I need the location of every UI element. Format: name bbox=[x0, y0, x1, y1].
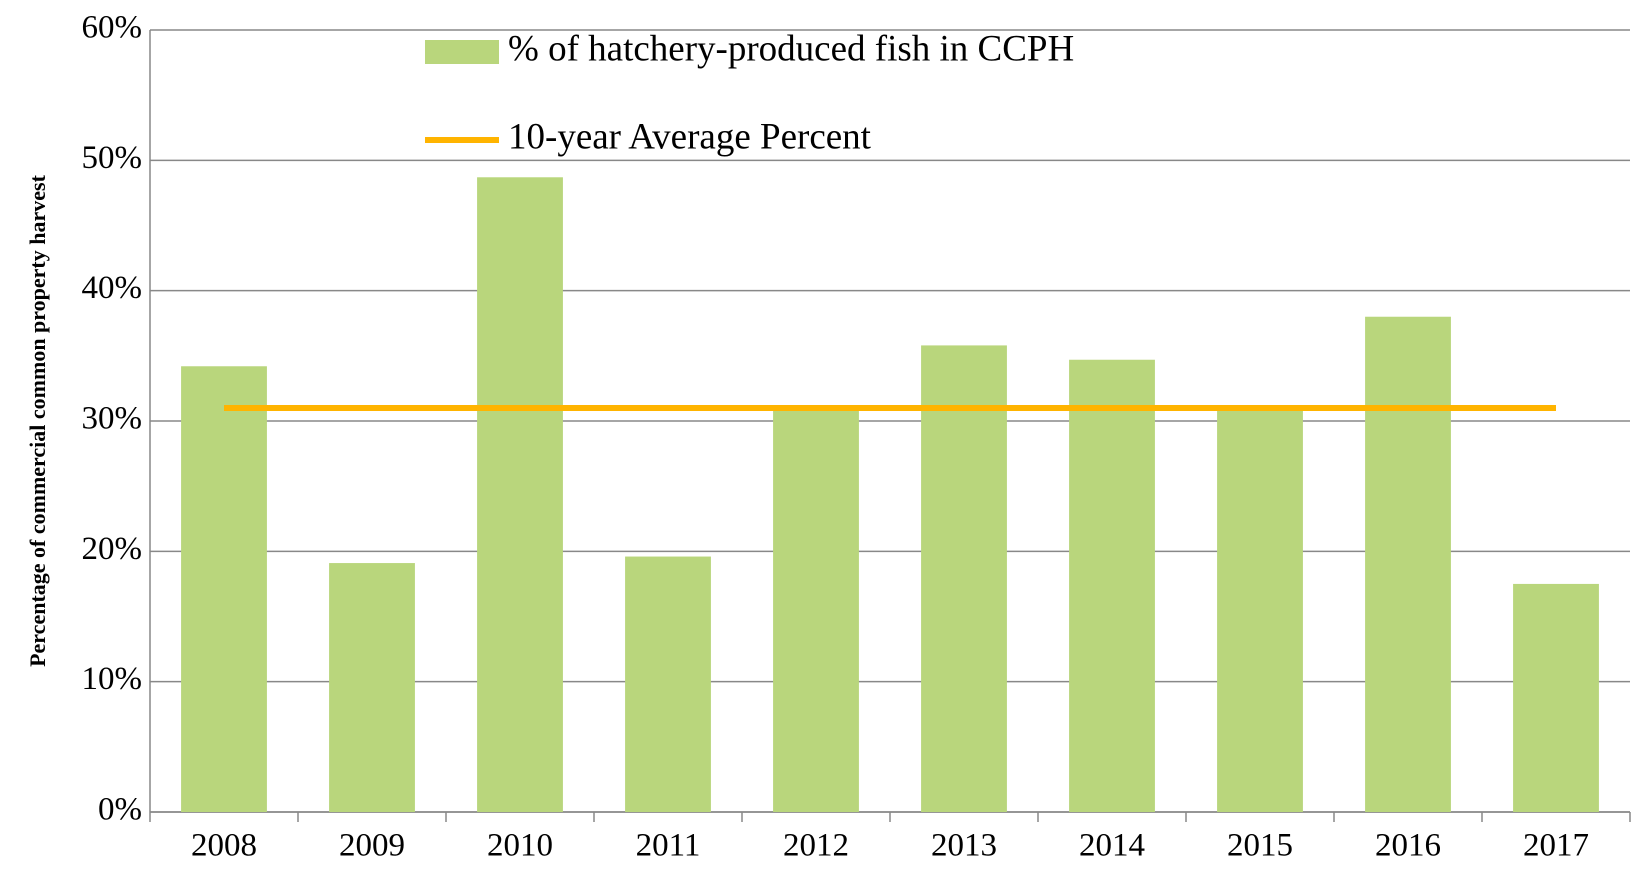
x-tick-label: 2011 bbox=[636, 828, 701, 864]
bar bbox=[1069, 359, 1155, 812]
bar bbox=[1217, 407, 1303, 812]
legend-swatch bbox=[425, 40, 499, 64]
x-tick-label: 2017 bbox=[1523, 828, 1589, 864]
y-axis-title: Percentage of commercial common property… bbox=[25, 174, 50, 666]
y-tick-label: 40% bbox=[82, 270, 143, 306]
y-tick-label: 30% bbox=[82, 401, 143, 437]
x-tick-label: 2009 bbox=[339, 828, 405, 864]
bar bbox=[773, 407, 859, 812]
bar bbox=[477, 177, 563, 812]
x-tick-label: 2015 bbox=[1227, 828, 1293, 864]
bar bbox=[625, 556, 711, 812]
bar bbox=[1513, 583, 1599, 812]
x-tick-label: 2010 bbox=[487, 828, 553, 864]
x-tick-label: 2016 bbox=[1375, 828, 1441, 864]
y-tick-label: 0% bbox=[98, 792, 142, 828]
y-tick-label: 20% bbox=[82, 531, 143, 567]
legend-label: % of hatchery-produced fish in CCPH bbox=[508, 28, 1074, 69]
bar bbox=[181, 366, 267, 812]
y-tick-label: 50% bbox=[82, 140, 143, 176]
x-tick-label: 2013 bbox=[931, 828, 997, 864]
bar bbox=[921, 345, 1007, 812]
y-tick-label: 60% bbox=[82, 10, 143, 46]
x-tick-label: 2008 bbox=[191, 828, 257, 864]
x-tick-label: 2014 bbox=[1079, 828, 1145, 864]
y-tick-label: 10% bbox=[82, 661, 143, 697]
bar bbox=[329, 563, 415, 812]
bar bbox=[1365, 316, 1451, 812]
x-tick-label: 2012 bbox=[783, 828, 849, 864]
legend-label: 10-year Average Percent bbox=[508, 116, 872, 157]
